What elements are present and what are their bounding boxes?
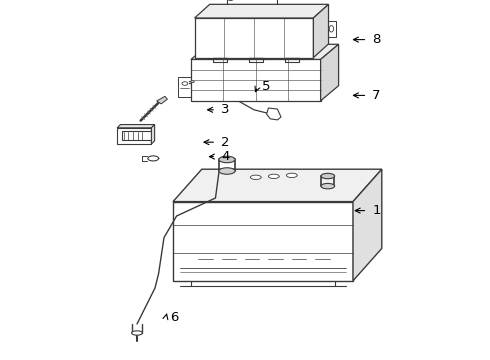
Bar [274,23,303,36]
Polygon shape [314,4,328,58]
Text: 7: 7 [372,89,381,102]
Ellipse shape [321,174,335,179]
Ellipse shape [191,81,194,83]
Bar [202,40,231,52]
Polygon shape [195,18,314,58]
Polygon shape [157,96,168,104]
Bar [274,40,303,52]
Polygon shape [117,128,151,144]
Bar [202,23,231,36]
Polygon shape [320,44,339,101]
Ellipse shape [286,173,297,177]
Bar [178,77,191,97]
Ellipse shape [219,156,235,163]
Ellipse shape [329,26,334,32]
Text: 3: 3 [221,103,229,116]
Bar [238,23,267,36]
Ellipse shape [182,82,188,85]
Polygon shape [195,4,328,18]
Ellipse shape [148,156,159,161]
Polygon shape [353,169,382,281]
Polygon shape [191,44,339,59]
Ellipse shape [250,175,261,179]
Text: 4: 4 [221,150,229,163]
Polygon shape [267,108,281,120]
Bar [238,40,267,52]
Ellipse shape [269,174,279,179]
Polygon shape [191,59,320,101]
Ellipse shape [132,331,143,335]
Polygon shape [151,125,155,144]
Text: 2: 2 [221,136,229,149]
Ellipse shape [219,168,235,174]
Text: 1: 1 [372,204,381,217]
Polygon shape [173,202,353,281]
Polygon shape [117,125,155,128]
Text: 5: 5 [262,80,271,93]
Ellipse shape [321,184,335,189]
Bar [327,21,336,37]
Text: 8: 8 [372,33,381,46]
Polygon shape [173,169,382,202]
Text: 6: 6 [171,311,179,324]
